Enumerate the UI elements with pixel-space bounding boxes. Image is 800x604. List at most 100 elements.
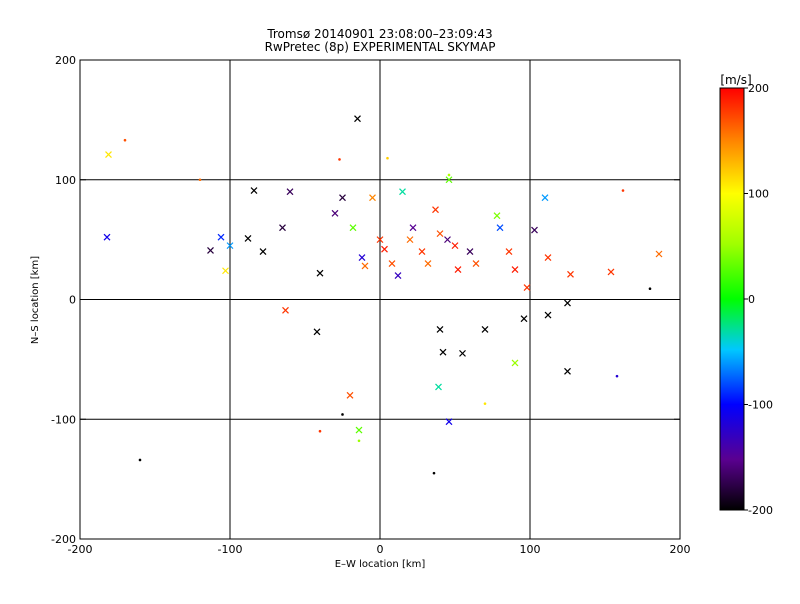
y-tick-label: -200 xyxy=(51,533,76,546)
data-point-cross xyxy=(445,418,453,426)
data-point-cross xyxy=(511,359,519,367)
data-point-cross xyxy=(409,224,417,232)
y-tick-label: 0 xyxy=(69,294,76,307)
data-point-cross xyxy=(105,151,112,159)
colorbar-tick-label: 0 xyxy=(748,293,755,306)
axis-ticks: -200 -100 0 100 200 -200 -100 0 100 200 xyxy=(51,54,690,556)
data-point-cross xyxy=(349,224,357,232)
data-point-dot xyxy=(357,439,361,443)
data-point-cross xyxy=(564,299,571,307)
colorbar-ticks: 200 100 0 -100 -200 xyxy=(744,82,773,517)
data-point-dot xyxy=(341,413,344,416)
data-point-cross xyxy=(544,311,552,319)
data-point-cross xyxy=(451,242,459,250)
data-point-cross xyxy=(369,194,376,202)
data-point-dot xyxy=(386,156,389,160)
colorbar-tick-label: 200 xyxy=(748,82,769,95)
data-point-cross xyxy=(511,266,519,273)
grid-lines xyxy=(80,60,680,539)
data-point-cross xyxy=(217,233,225,241)
data-point-cross xyxy=(103,233,111,241)
x-axis-label: E–W location [km] xyxy=(335,559,426,570)
data-point-cross xyxy=(279,224,286,232)
data-point-cross xyxy=(381,245,388,253)
data-point-dot xyxy=(483,402,487,405)
data-point-cross xyxy=(459,349,466,357)
data-point-cross xyxy=(282,306,289,314)
data-point-dot xyxy=(318,429,322,433)
data-point-cross xyxy=(531,226,538,234)
data-point-cross xyxy=(496,224,504,232)
data-point-cross xyxy=(607,268,615,276)
data-point-cross xyxy=(436,326,444,333)
data-points xyxy=(103,115,663,475)
x-tick-label: -200 xyxy=(68,543,93,556)
data-point-cross xyxy=(358,254,366,262)
y-tick-label: -100 xyxy=(51,413,76,426)
data-point-cross xyxy=(394,272,402,279)
x-tick-label: 200 xyxy=(670,543,691,556)
data-point-cross xyxy=(354,115,361,123)
data-point-cross xyxy=(331,209,339,217)
data-point-cross xyxy=(505,248,513,256)
data-point-cross xyxy=(424,260,432,267)
data-point-cross xyxy=(339,194,346,202)
data-point-cross xyxy=(250,187,258,194)
x-tick-label: -100 xyxy=(218,543,243,556)
data-point-cross xyxy=(418,248,426,256)
x-tick-label: 0 xyxy=(377,543,384,556)
data-point-cross xyxy=(454,266,462,273)
y-tick-label: 100 xyxy=(55,174,76,187)
data-point-cross xyxy=(472,260,480,267)
data-point-cross xyxy=(655,250,663,258)
data-point-cross xyxy=(541,194,549,202)
data-point-cross xyxy=(432,206,439,214)
data-point-cross xyxy=(313,328,321,336)
data-point-cross xyxy=(244,235,252,242)
colorbar-label: [m/s] xyxy=(720,73,751,87)
data-point-cross xyxy=(406,236,414,244)
data-point-cross xyxy=(445,176,453,184)
data-point-cross xyxy=(567,270,574,278)
data-point-cross xyxy=(435,383,442,391)
y-axis-label: N–S location [km] xyxy=(30,256,41,344)
colorbar-tick-label: 100 xyxy=(748,188,769,201)
data-point-cross xyxy=(481,326,489,333)
data-point-cross xyxy=(544,254,552,262)
data-point-cross xyxy=(361,262,369,270)
chart-subtitle: RwPretec (8p) EXPERIMENTAL SKYMAP xyxy=(265,40,496,54)
data-point-cross xyxy=(399,188,406,196)
colorbar-tick-label: -200 xyxy=(748,504,773,517)
data-point-dot xyxy=(138,458,142,462)
data-point-cross xyxy=(316,269,324,277)
data-point-dot xyxy=(648,287,652,291)
data-point-cross xyxy=(523,284,531,291)
y-tick-label: 200 xyxy=(55,54,76,67)
data-point-dot xyxy=(338,158,341,161)
data-point-cross xyxy=(439,348,447,356)
data-point-cross xyxy=(286,188,294,196)
data-point-cross xyxy=(493,212,501,220)
data-point-cross xyxy=(520,315,528,323)
data-point-cross xyxy=(346,391,354,399)
data-point-dot xyxy=(123,138,127,142)
data-point-cross xyxy=(388,260,396,267)
data-point-dot xyxy=(432,471,436,475)
chart-title: Tromsø 20140901 23:08:00–23:09:43 xyxy=(266,27,492,41)
data-point-dot xyxy=(621,189,625,192)
data-point-cross xyxy=(355,426,363,434)
data-point-dot xyxy=(615,374,619,378)
colorbar-tick-label: -100 xyxy=(748,399,773,412)
data-point-dot xyxy=(447,173,451,177)
colorbar xyxy=(719,87,745,511)
x-tick-label: 100 xyxy=(520,543,541,556)
data-point-cross xyxy=(436,230,444,238)
data-point-cross xyxy=(564,367,571,375)
data-point-cross xyxy=(207,246,214,254)
data-point-cross xyxy=(226,242,234,250)
data-point-cross xyxy=(376,236,384,244)
data-point-cross xyxy=(222,267,229,275)
data-point-dot xyxy=(198,178,202,182)
data-point-cross xyxy=(466,248,474,256)
